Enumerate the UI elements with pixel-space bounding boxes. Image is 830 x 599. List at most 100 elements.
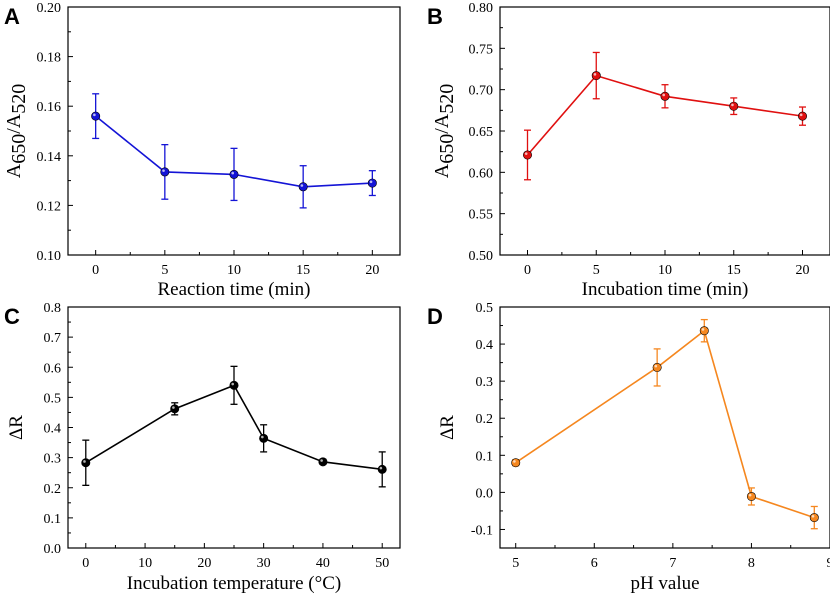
y-tick-label: 0.0 <box>476 486 494 501</box>
series-line <box>515 329 815 519</box>
data-point <box>318 457 328 467</box>
x-tick-label: 15 <box>727 263 741 278</box>
data-point <box>170 404 180 414</box>
data-point <box>746 491 756 501</box>
data-point-highlight <box>320 459 323 462</box>
y-axis-label: A650/A520 <box>431 84 458 178</box>
data-point <box>699 326 709 336</box>
data-point-highlight <box>701 328 705 331</box>
data-point <box>160 167 170 177</box>
y-tick-label: 0.10 <box>37 249 62 264</box>
data-point-highlight <box>811 514 815 518</box>
y-tick-label: 0.5 <box>44 391 62 406</box>
data-point-highlight <box>731 103 734 107</box>
y-tick-label: 0.55 <box>469 208 494 223</box>
data-point <box>729 101 739 111</box>
y-tick-label: 0.1 <box>44 512 62 527</box>
x-tick-label: 0 <box>92 263 99 278</box>
y-tick-label: -0.1 <box>471 523 493 538</box>
y-tick-label: 0.3 <box>476 375 494 390</box>
panel-label: D <box>427 304 443 329</box>
y-tick-label: 0.6 <box>44 361 62 376</box>
x-tick-label: 20 <box>197 556 211 571</box>
y-axis-label-part: A <box>431 163 453 178</box>
y-tick-label: 0.4 <box>476 338 494 353</box>
x-tick-label: 8 <box>748 556 755 571</box>
plot-frame <box>67 306 401 549</box>
y-axis-label-part: 650 <box>8 134 30 164</box>
data-point-highlight <box>799 113 803 117</box>
x-tick-label: 10 <box>138 556 152 571</box>
x-tick-label: 30 <box>257 556 271 571</box>
data-point-highlight <box>369 180 373 184</box>
data-point-highlight <box>654 364 658 368</box>
data-point-highlight <box>172 406 175 409</box>
data-point-highlight <box>231 171 234 175</box>
data-point-highlight <box>662 93 665 97</box>
x-tick-label: 50 <box>375 556 389 571</box>
plot-frame <box>499 306 830 549</box>
data-point <box>91 111 101 121</box>
x-tick-label: 7 <box>669 556 676 571</box>
data-point <box>377 464 387 474</box>
y-tick-label: 0.4 <box>44 422 62 437</box>
plot-frame <box>67 6 401 256</box>
data-point-highlight <box>300 184 304 187</box>
y-tick-label: 0.1 <box>476 449 494 464</box>
x-tick-label: 5 <box>512 556 519 571</box>
y-axis-label-part: 650 <box>436 134 458 164</box>
x-tick-label: 6 <box>591 556 598 571</box>
plot-frame <box>499 6 830 256</box>
data-point-highlight <box>593 73 597 76</box>
y-tick-label: 0.65 <box>469 125 494 140</box>
data-point-highlight <box>93 113 96 117</box>
panel-label: C <box>4 304 20 329</box>
x-tick-label: 15 <box>296 263 310 278</box>
y-tick-label: 0.12 <box>37 199 62 214</box>
y-tick-label: 0.5 <box>476 301 494 316</box>
x-tick-label: 0 <box>524 263 531 278</box>
y-tick-label: 0.18 <box>37 51 62 66</box>
x-axis-label: Reaction time (min) <box>157 279 310 300</box>
y-axis-label: A650/A520 <box>3 84 30 178</box>
y-tick-label: 0.7 <box>44 331 62 346</box>
panel-label: B <box>427 4 443 29</box>
data-point-highlight <box>83 460 86 463</box>
x-tick-label: 20 <box>365 263 379 278</box>
data-point-highlight <box>748 493 752 497</box>
y-tick-label: 0.60 <box>469 166 494 181</box>
x-tick-label: 0 <box>82 556 89 571</box>
data-point-highlight <box>231 382 234 386</box>
y-tick-label: 0.75 <box>469 42 494 57</box>
data-point <box>259 433 269 443</box>
y-tick-label: 0.0 <box>44 542 62 557</box>
series-line <box>85 384 383 471</box>
panel-a: A 0 5 10 15 20 0.10 0.12 0.14 0.16 0.18 0.20 Reactio… <box>3 1 401 300</box>
y-tick-label: 0.2 <box>44 482 62 497</box>
y-tick-label: 0.2 <box>476 412 494 427</box>
y-tick-label: 0.14 <box>37 150 62 165</box>
data-point <box>367 178 377 188</box>
data-point <box>298 182 308 192</box>
data-point <box>660 91 670 101</box>
x-axis-label: pH value <box>630 573 699 594</box>
y-tick-label: 0.3 <box>44 452 62 467</box>
data-point-highlight <box>513 460 516 463</box>
data-point-highlight <box>524 152 528 155</box>
x-axis-label: Incubation time (min) <box>582 279 749 300</box>
y-tick-label: 0.50 <box>469 249 494 264</box>
y-axis-label: ΔR <box>437 415 458 440</box>
x-tick-label: 10 <box>227 263 241 278</box>
y-tick-label: 0.20 <box>37 1 62 16</box>
panel-b: B 0 5 10 15 20 0.50 0.55 0.60 0.65 0.70 0.75 0.80 Inc… <box>427 1 830 300</box>
y-tick-label: 0.80 <box>469 1 494 16</box>
y-axis-label-part: 520 <box>436 84 458 114</box>
y-axis-label-part: A <box>3 163 25 178</box>
data-point <box>591 71 601 81</box>
x-tick-label: 10 <box>658 263 672 278</box>
data-point <box>522 150 532 160</box>
x-axis-label: Incubation temperature (°C) <box>127 573 341 594</box>
y-axis-label: ΔR <box>6 415 27 440</box>
y-axis-label-part: /A <box>431 113 453 134</box>
